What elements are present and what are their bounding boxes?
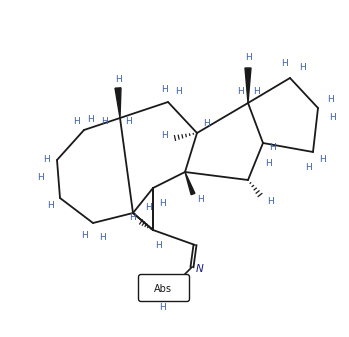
Text: H: H <box>237 87 243 95</box>
Text: H: H <box>203 119 210 127</box>
Text: H: H <box>125 117 131 125</box>
Polygon shape <box>185 172 195 195</box>
Text: H: H <box>155 241 161 249</box>
Text: H: H <box>253 87 259 95</box>
Text: H: H <box>82 231 88 240</box>
Text: H: H <box>245 54 251 62</box>
Text: H: H <box>159 198 166 208</box>
Text: H: H <box>44 155 50 164</box>
Text: H: H <box>329 114 335 123</box>
Text: H: H <box>161 86 168 94</box>
Text: H: H <box>265 158 272 167</box>
Text: H: H <box>270 144 276 153</box>
Text: H: H <box>101 117 107 125</box>
Text: H: H <box>174 88 181 96</box>
Text: H: H <box>196 195 203 205</box>
Text: H: H <box>299 63 305 72</box>
Text: H: H <box>159 304 166 312</box>
Text: H: H <box>320 155 326 164</box>
Text: H: H <box>129 214 136 222</box>
Text: H: H <box>267 197 273 207</box>
Text: H: H <box>144 204 151 213</box>
Text: H: H <box>47 202 53 211</box>
Polygon shape <box>245 68 251 103</box>
Text: H: H <box>282 60 288 68</box>
Text: H: H <box>73 118 79 126</box>
FancyBboxPatch shape <box>139 275 190 302</box>
Text: H: H <box>99 233 106 242</box>
Text: H: H <box>305 163 311 173</box>
Text: H: H <box>327 95 333 104</box>
Polygon shape <box>115 88 121 118</box>
Text: H: H <box>38 174 44 183</box>
Text: H: H <box>87 116 94 124</box>
Text: N: N <box>196 264 204 274</box>
Text: Abs: Abs <box>154 284 172 294</box>
Text: H: H <box>162 131 168 141</box>
Text: H: H <box>114 75 121 85</box>
